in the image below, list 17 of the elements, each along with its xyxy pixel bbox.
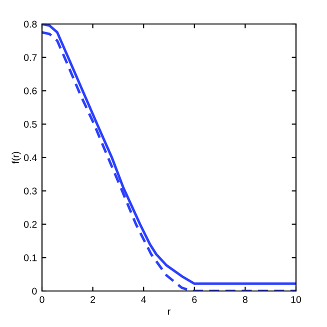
y-tick-label: 0.4 <box>24 154 37 162</box>
x-tick-label: 10 <box>291 296 302 303</box>
x-tick-label: 4 <box>141 296 146 303</box>
y-tick-label: 0.5 <box>24 120 37 128</box>
y-tick-label: 0.1 <box>24 254 37 262</box>
y-axis-title: f(r) <box>12 152 21 164</box>
x-tick-label: 8 <box>242 296 248 303</box>
y-tick-label: 0.3 <box>24 188 37 194</box>
x-axis-title: r <box>168 310 170 315</box>
x-tick-label: 6 <box>192 296 197 303</box>
y-tick-label: 0.2 <box>24 220 37 228</box>
y-tick-label: 0.6 <box>24 87 37 94</box>
x-tick-label: 2 <box>90 296 96 303</box>
x-tick-label: 0 <box>40 296 44 303</box>
y-tick-label: 0.7 <box>24 54 37 61</box>
y-tick-label: 0.8 <box>24 20 37 28</box>
y-tick-label: 0 <box>32 288 37 295</box>
